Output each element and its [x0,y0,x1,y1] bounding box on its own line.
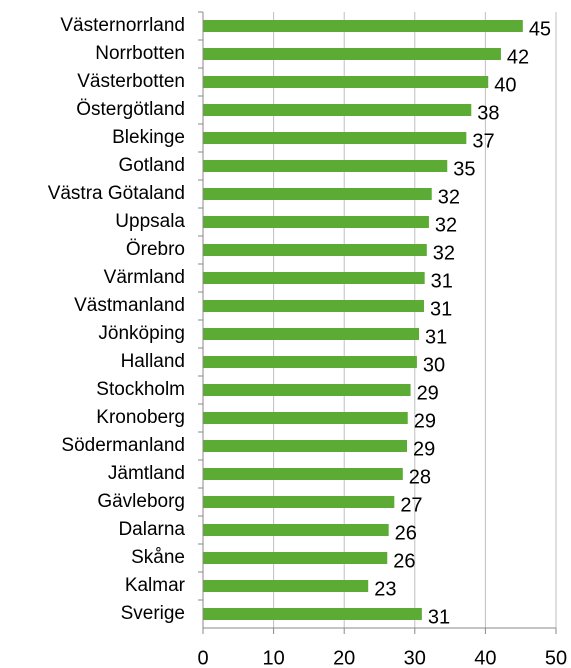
bar [203,132,467,144]
y-tick-label: Västernorrland [60,15,185,36]
data-label: 28 [409,466,431,488]
bar [203,552,388,564]
data-label: 31 [428,606,450,628]
data-label: 32 [433,242,455,264]
x-tick-label: 20 [333,647,355,668]
bar [203,300,424,312]
data-label: 23 [374,578,396,600]
y-tick-label: Örebro [126,239,185,260]
data-label: 45 [529,18,551,40]
data-label: 37 [472,130,494,152]
y-tick-label: Jönköping [98,323,185,344]
data-label: 31 [430,298,452,320]
y-tick-label: Östergötland [76,99,185,120]
data-label: 26 [393,550,415,572]
data-label: 32 [435,214,457,236]
y-tick-label: Blekinge [112,127,185,148]
data-label: 29 [417,382,439,404]
data-label: 27 [400,494,422,516]
y-tick-label: Västra Götaland [48,183,185,204]
bar [203,496,395,508]
y-tick-label: Skåne [131,547,185,568]
bar [203,608,422,620]
data-label: 42 [507,46,529,68]
bar [203,580,369,592]
bar [203,20,523,32]
y-tick-label: Stockholm [96,379,185,400]
bar [203,160,448,172]
bar [203,188,432,200]
bar [203,216,429,228]
bar [203,524,389,536]
y-tick-label: Kronoberg [96,407,185,428]
bar [203,272,425,284]
y-tick-label: Uppsala [115,211,185,232]
data-label: 30 [423,354,445,376]
data-label: 38 [477,102,499,124]
data-label: 35 [453,158,475,180]
bar [203,384,411,396]
bar [203,244,427,256]
bar [203,48,501,60]
data-label: 32 [438,186,460,208]
y-tick-label: Södermanland [61,435,185,456]
y-tick-label: Halland [121,351,185,372]
bar [203,440,408,452]
bar [203,76,489,88]
x-tick-label: 30 [404,647,426,668]
bar [203,468,403,480]
data-label: 31 [425,326,447,348]
x-tick-label: 0 [197,647,208,668]
data-label: 40 [494,74,516,96]
y-tick-label: Västerbotten [77,71,185,92]
bar [203,104,472,116]
data-label: 29 [413,438,435,460]
y-tick-label: Västmanland [74,295,185,316]
bar [203,328,420,340]
bar [203,356,417,368]
x-tick-label: 10 [262,647,284,668]
y-tick-label: Norrbotten [95,43,185,64]
y-tick-label: Gävleborg [97,491,185,512]
y-tick-label: Sverige [121,603,185,624]
data-label: 26 [395,522,417,544]
y-tick-label: Värmland [104,267,185,288]
x-tick-label: 40 [474,647,496,668]
data-label: 31 [431,270,453,292]
y-tick-label: Dalarna [118,519,185,540]
y-tick-label: Jämtland [108,463,185,484]
y-tick-label: Gotland [118,155,185,176]
bar [203,412,408,424]
y-tick-label: Kalmar [125,575,186,596]
x-tick-label: 50 [545,647,567,668]
data-label: 29 [414,410,436,432]
